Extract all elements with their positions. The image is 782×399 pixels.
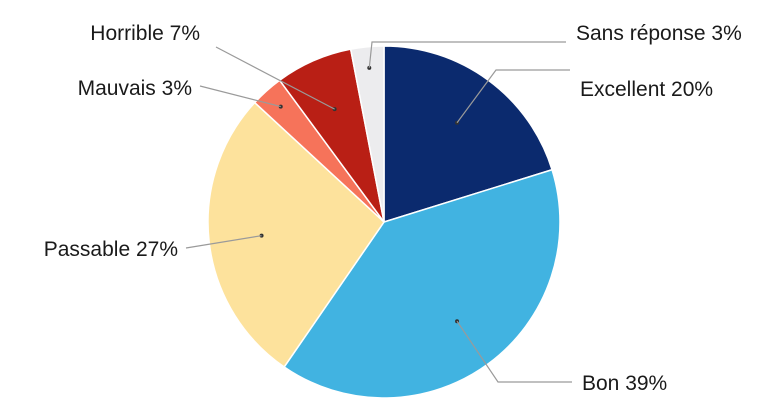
- leader-line: [215, 46, 335, 110]
- slice-label: Mauvais 3%: [78, 77, 192, 100]
- pie-slice-sans-r-ponse: [349, 45, 385, 223]
- leader-line: [199, 85, 281, 108]
- slice-label: Bon 39%: [582, 372, 667, 395]
- slice-label: Horrible 7%: [90, 22, 200, 45]
- leader-line: [456, 69, 570, 124]
- slice-label: Sans réponse 3%: [576, 22, 742, 45]
- leader-line: [185, 235, 262, 249]
- leader-line: [456, 320, 572, 383]
- leader-line: [368, 41, 566, 68]
- pie-slice-passable: [207, 101, 385, 369]
- slice-label: Excellent 20%: [580, 78, 713, 101]
- pie-slice-bon: [283, 168, 561, 399]
- slice-label: Passable 27%: [44, 238, 178, 261]
